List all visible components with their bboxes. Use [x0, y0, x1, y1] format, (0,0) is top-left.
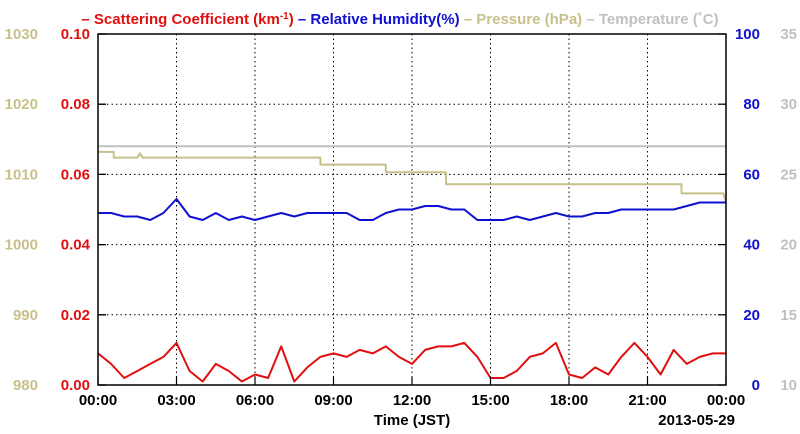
pressure-tick-label: 1000	[5, 237, 38, 254]
scattering-tick-label: 0.02	[61, 307, 90, 324]
scattering-tick-label: 0.06	[61, 166, 90, 183]
pressure-tick-label: 1010	[5, 166, 38, 183]
humidity-tick-label: 80	[743, 96, 760, 113]
pressure-axis-ticks: 980 990 1000 1010 1020 1030	[5, 26, 106, 394]
series-group	[97, 145, 727, 383]
x-axis-title: Time (JST)	[374, 412, 450, 429]
pressure-tick-label: 990	[13, 307, 38, 324]
legend-suffix: )	[289, 11, 294, 28]
scattering-axis-ticks: 0.00 0.02 0.04 0.06 0.08 0.10	[61, 26, 106, 394]
series-line-pressure	[98, 150, 727, 203]
scattering-tick-label: 0.10	[61, 26, 90, 43]
pressure-tick-label: 1020	[5, 96, 38, 113]
temperature-tick-label: 25	[780, 166, 797, 183]
humidity-tick-label: 20	[743, 307, 760, 324]
x-tick-label: 09:00	[314, 392, 352, 409]
temperature-tick-label: 10	[780, 377, 797, 394]
legend-item: – Scattering Coefficient (km	[81, 11, 279, 28]
scattering-tick-label: 0.00	[61, 377, 90, 394]
series-line-scattering	[97, 341, 726, 383]
x-tick-label: 03:00	[157, 392, 195, 409]
humidity-axis-ticks: 0 20 40 60 80 100	[718, 26, 760, 394]
x-tick-label: 00:00	[79, 392, 117, 409]
scattering-tick-label: 0.04	[61, 237, 91, 254]
scattering-tick-label: 0.08	[61, 96, 90, 113]
legend-item: – Relative Humidity(%)	[294, 11, 460, 28]
legend: – Scattering Coefficient (km-1) – Relati…	[81, 11, 718, 29]
x-tick-label: 00:00	[707, 392, 745, 409]
temperature-tick-label: 35	[780, 26, 797, 43]
temperature-axis-ticks: 10 15 20 25 30 35	[780, 26, 797, 394]
pressure-tick-label: 1030	[5, 26, 38, 43]
series-line-humidity	[98, 198, 726, 221]
legend-item: – Temperature (˚C)	[582, 11, 718, 28]
temperature-tick-label: 20	[780, 237, 797, 254]
x-axis-ticks: 00:00 03:00 06:00 09:00 12:00 15:00 18:00 21:00…	[79, 377, 745, 409]
legend-superscript: -1	[280, 11, 289, 22]
humidity-tick-label: 40	[743, 237, 760, 254]
temperature-tick-label: 30	[780, 96, 797, 113]
humidity-tick-label: 0	[752, 377, 760, 394]
humidity-tick-label: 100	[735, 26, 760, 43]
legend-item: – Pressure (hPa)	[460, 11, 583, 28]
pressure-tick-label: 980	[13, 377, 38, 394]
x-tick-label: 15:00	[471, 392, 509, 409]
x-tick-label: 18:00	[550, 392, 588, 409]
temperature-tick-label: 15	[780, 307, 797, 324]
date-label: 2013-05-29	[658, 412, 735, 429]
x-tick-label: 21:00	[628, 392, 666, 409]
x-tick-label: 06:00	[236, 392, 274, 409]
x-tick-label: 12:00	[393, 392, 431, 409]
humidity-tick-label: 60	[743, 166, 760, 183]
